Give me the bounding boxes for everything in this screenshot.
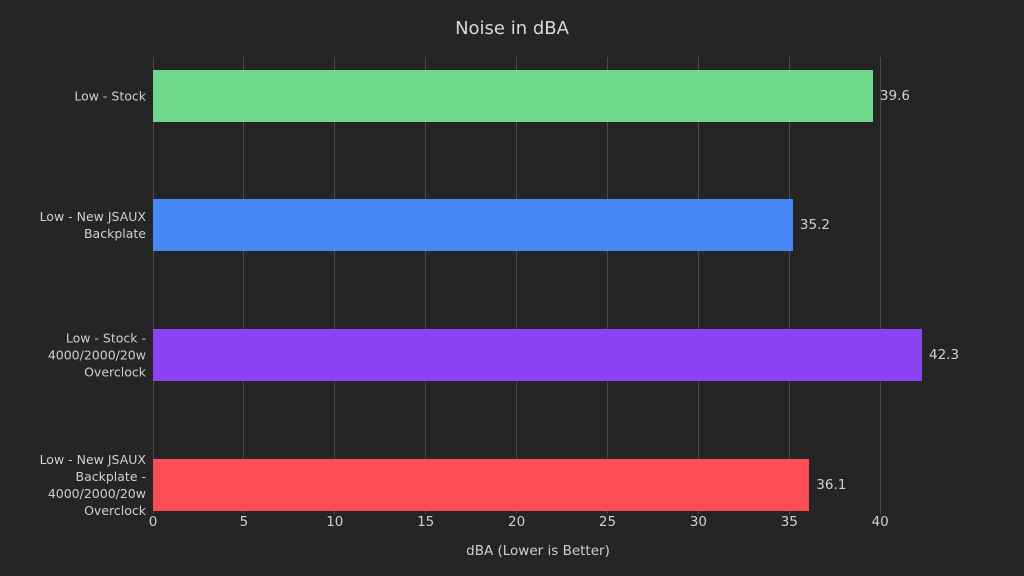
bar-0 xyxy=(153,70,873,122)
x-tick-label: 35 xyxy=(780,514,798,530)
gridline-10 xyxy=(334,57,336,514)
gridline-40 xyxy=(879,57,881,514)
x-tick-label: 20 xyxy=(508,514,526,530)
gridline-30 xyxy=(697,57,699,514)
bar-value-label: 36.1 xyxy=(816,477,847,493)
gridline-35 xyxy=(788,57,790,514)
x-tick-label: 0 xyxy=(148,514,158,530)
bar-value-label: 35.2 xyxy=(799,217,830,233)
chart-title: Noise in dBA xyxy=(455,18,569,39)
x-tick-label: 10 xyxy=(326,514,344,530)
gridline-15 xyxy=(425,57,427,514)
x-axis-title: dBA (Lower is Better) xyxy=(466,543,610,559)
gridline-0 xyxy=(152,57,154,514)
x-tick-label: 25 xyxy=(598,514,617,530)
category-label: Low - New JSAUX Backplate - 4000/2000/20… xyxy=(39,452,146,518)
x-tick-label: 40 xyxy=(871,514,889,530)
bar-3 xyxy=(153,459,810,511)
x-tick-label: 30 xyxy=(689,514,707,530)
bar-1 xyxy=(153,199,793,251)
x-tick-label: 15 xyxy=(417,514,435,530)
bar-value-label: 42.3 xyxy=(929,347,960,363)
category-label: Low - Stock xyxy=(74,88,146,104)
gridline-25 xyxy=(607,57,608,514)
bar-value-label: 39.6 xyxy=(879,88,910,104)
gridline-5 xyxy=(243,57,245,514)
category-label: Low - Stock - 4000/2000/20w Overclock xyxy=(47,330,146,380)
x-tick-label: 5 xyxy=(239,514,249,530)
gridline-20 xyxy=(516,57,518,514)
bar-2 xyxy=(153,329,922,381)
category-label: Low - New JSAUX Backplate xyxy=(39,209,146,241)
